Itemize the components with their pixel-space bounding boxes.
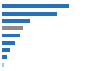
Bar [2, 12, 56, 16]
Bar [2, 19, 30, 23]
Bar [2, 26, 23, 30]
Bar [2, 34, 20, 37]
Bar [2, 55, 7, 59]
Bar [2, 41, 15, 45]
Bar [2, 63, 4, 67]
Bar [2, 4, 69, 8]
Bar [2, 48, 10, 52]
